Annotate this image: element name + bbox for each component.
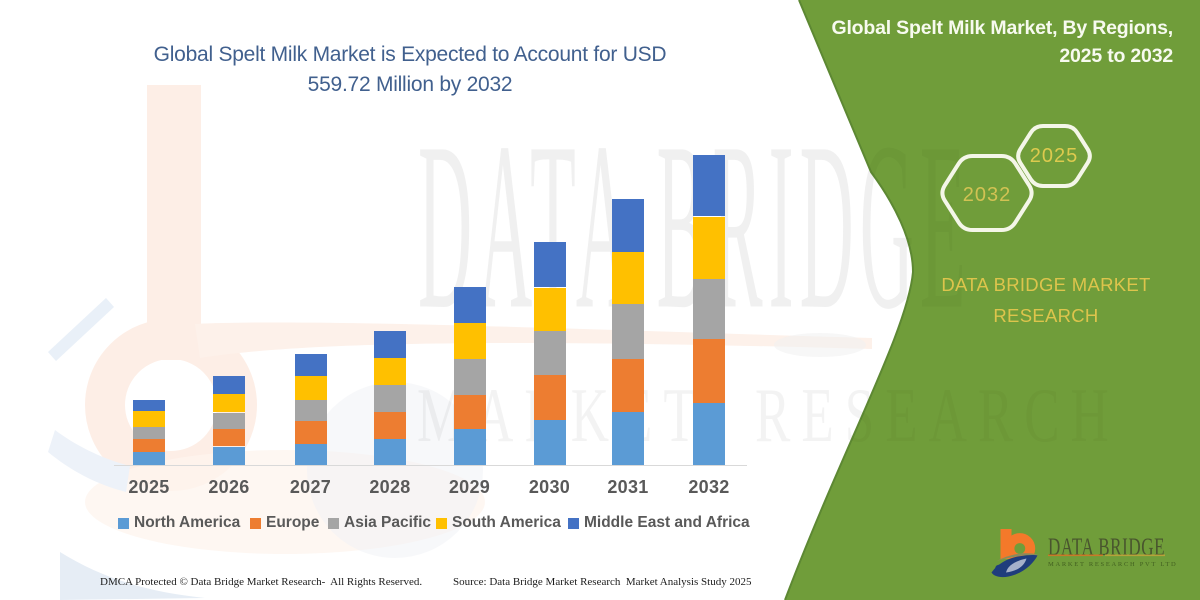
- svg-text:MARKET RESEARCH PVT LTD: MARKET RESEARCH PVT LTD: [1048, 561, 1177, 568]
- svg-text:DATA BRIDGE: DATA BRIDGE: [1048, 533, 1165, 561]
- svg-text:2032: 2032: [963, 184, 1012, 206]
- svg-text:2025: 2025: [1030, 145, 1079, 167]
